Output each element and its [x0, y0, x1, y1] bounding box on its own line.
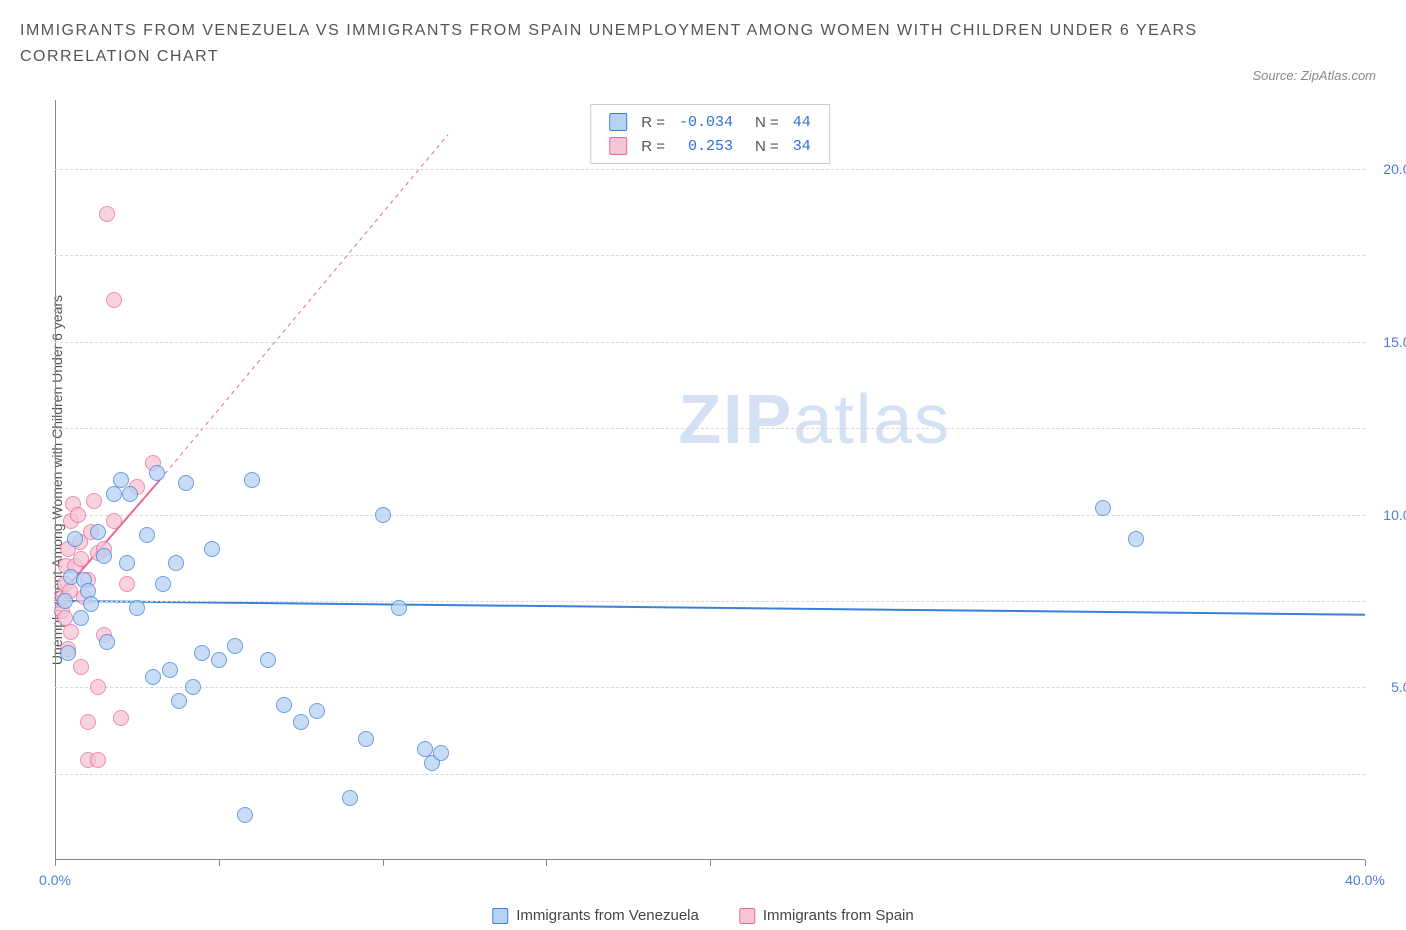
source-attribution: Source: ZipAtlas.com	[1252, 68, 1376, 83]
data-point	[293, 714, 309, 730]
data-point	[1095, 500, 1111, 516]
data-point	[168, 555, 184, 571]
data-point	[185, 679, 201, 695]
data-point	[90, 752, 106, 768]
data-point	[122, 486, 138, 502]
data-point	[99, 206, 115, 222]
data-point	[99, 634, 115, 650]
x-tick-label: 0.0%	[39, 872, 71, 888]
data-point	[96, 548, 112, 564]
y-tick-label: 10.0%	[1383, 507, 1406, 523]
data-point	[73, 610, 89, 626]
gridline	[55, 428, 1365, 429]
y-tick-label: 5.0%	[1391, 679, 1406, 695]
chart-title-line1: IMMIGRANTS FROM VENEZUELA VS IMMIGRANTS …	[20, 18, 1386, 44]
data-point	[211, 652, 227, 668]
data-point	[162, 662, 178, 678]
gridline	[55, 169, 1365, 170]
stats-row: R =0.253N =34	[603, 135, 817, 157]
legend-item: Immigrants from Venezuela	[492, 907, 699, 924]
legend-item: Immigrants from Spain	[739, 907, 914, 924]
data-point	[113, 710, 129, 726]
data-point	[73, 659, 89, 675]
data-point	[149, 465, 165, 481]
gridline	[55, 687, 1365, 688]
x-tick	[383, 860, 384, 866]
series-legend: Immigrants from Venezuela Immigrants from…	[492, 907, 913, 924]
gridline	[55, 601, 1365, 602]
data-point	[260, 652, 276, 668]
data-point	[276, 697, 292, 713]
stats-legend: R =-0.034N =44R =0.253N =34	[590, 104, 830, 164]
data-point	[119, 576, 135, 592]
data-point	[375, 507, 391, 523]
data-point	[155, 576, 171, 592]
correlation-scatter-chart: Unemployment Among Women with Children U…	[55, 100, 1365, 860]
stats-row: R =-0.034N =44	[603, 111, 817, 133]
data-point	[67, 531, 83, 547]
x-tick	[55, 860, 56, 866]
trend-line	[55, 601, 1365, 615]
x-tick-label: 40.0%	[1345, 872, 1385, 888]
data-point	[1128, 531, 1144, 547]
plot-area: ZIPatlas R =-0.034N =44R =0.253N =34 5.0…	[55, 100, 1365, 860]
x-tick	[219, 860, 220, 866]
data-point	[227, 638, 243, 654]
data-point	[83, 596, 99, 612]
gridline	[55, 515, 1365, 516]
data-point	[391, 600, 407, 616]
gridline	[55, 774, 1365, 775]
data-point	[60, 645, 76, 661]
gridline	[55, 255, 1365, 256]
data-point	[63, 624, 79, 640]
data-point	[57, 593, 73, 609]
data-point	[237, 807, 253, 823]
data-point	[106, 486, 122, 502]
data-point	[244, 472, 260, 488]
data-point	[139, 527, 155, 543]
data-point	[358, 731, 374, 747]
data-point	[178, 475, 194, 491]
chart-title-line2: CORRELATION CHART	[20, 44, 1386, 70]
x-tick	[1365, 860, 1366, 866]
data-point	[309, 703, 325, 719]
data-point	[342, 790, 358, 806]
data-point	[119, 555, 135, 571]
data-point	[90, 524, 106, 540]
data-point	[433, 745, 449, 761]
data-point	[57, 610, 73, 626]
data-point	[70, 507, 86, 523]
x-tick	[710, 860, 711, 866]
data-point	[86, 493, 102, 509]
data-point	[106, 292, 122, 308]
data-point	[145, 669, 161, 685]
data-point	[80, 714, 96, 730]
data-point	[129, 600, 145, 616]
data-point	[106, 513, 122, 529]
data-point	[73, 551, 89, 567]
data-point	[204, 541, 220, 557]
y-tick-label: 15.0%	[1383, 334, 1406, 350]
data-point	[171, 693, 187, 709]
y-tick-label: 20.0%	[1383, 161, 1406, 177]
x-tick	[546, 860, 547, 866]
data-point	[194, 645, 210, 661]
gridline	[55, 342, 1365, 343]
data-point	[90, 679, 106, 695]
